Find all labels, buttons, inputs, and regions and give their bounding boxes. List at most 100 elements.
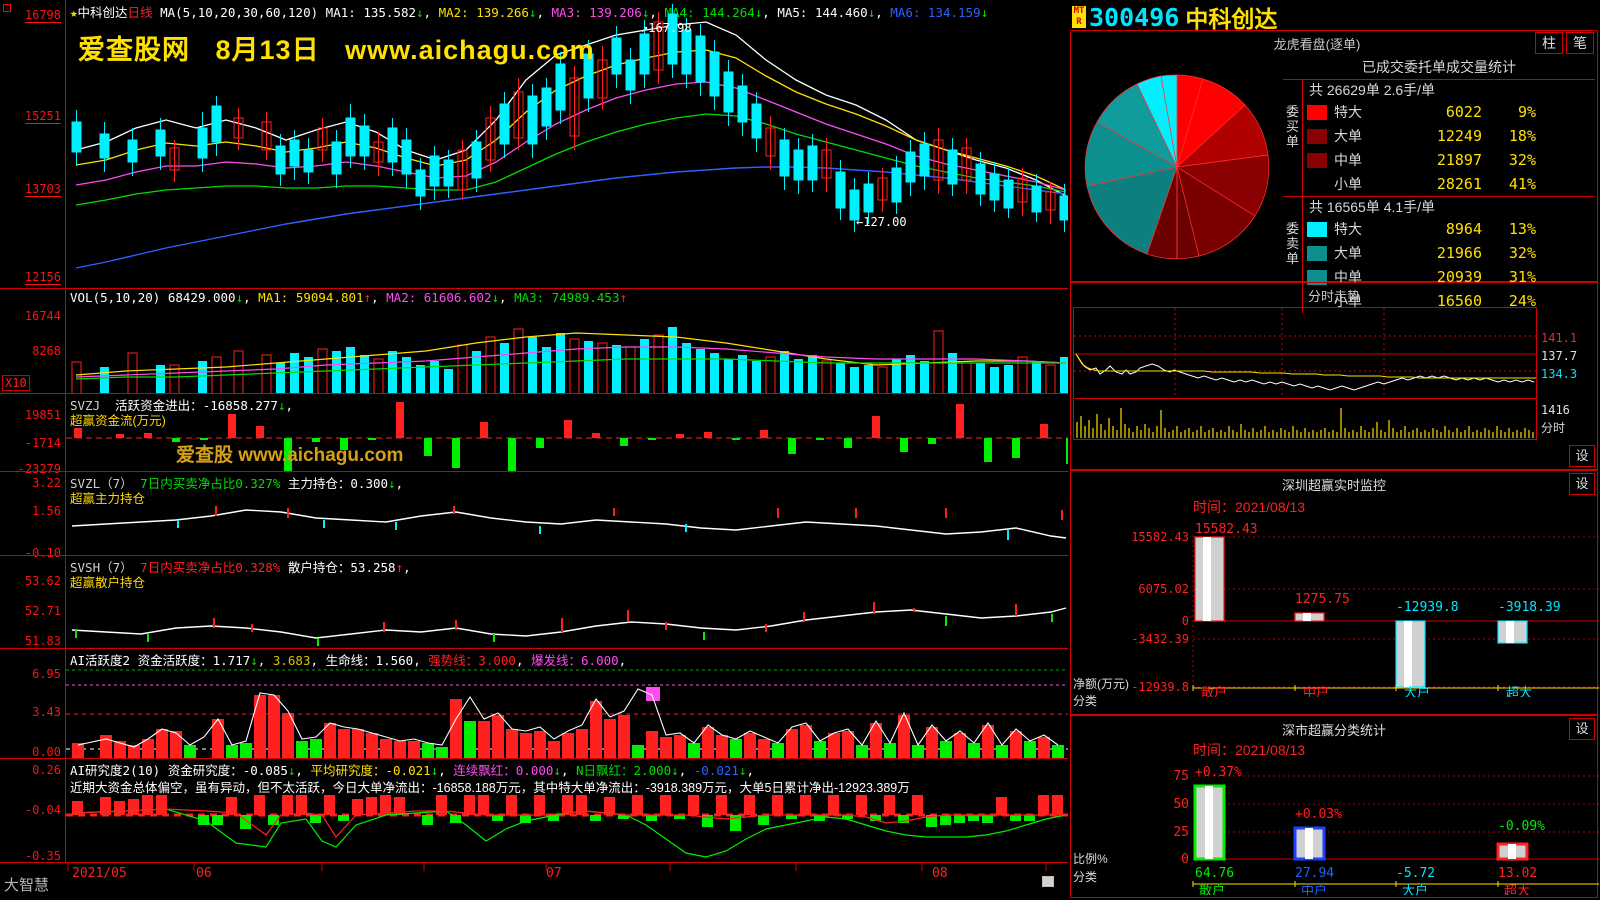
- scale-badge: X10: [2, 375, 30, 391]
- ai-activity-tick: 6.95: [32, 667, 61, 681]
- svzl-tick: 3.22: [32, 476, 61, 490]
- ai-activity-y-axis: 6.95 3.43 0.00: [0, 649, 66, 759]
- row-name: 大单: [1334, 245, 1362, 261]
- svzj-tick: -23279: [17, 462, 61, 476]
- svsh-tick: 52.71: [24, 604, 61, 618]
- svzl-plot[interactable]: [66, 502, 1068, 555]
- svsh-header: SVSH（7） 7日内买卖净占比0.328% 散户持仓：53.258↑,: [70, 560, 411, 575]
- time-axis-label: 2021/05: [72, 866, 127, 881]
- classify-title: 深市超赢分类统计: [1281, 723, 1386, 738]
- row-name: 特大: [1334, 221, 1362, 237]
- legend-swatch: [1307, 152, 1327, 168]
- lhkp-col-button[interactable]: 柱: [1535, 32, 1563, 54]
- ai-activity-plot[interactable]: [66, 667, 1068, 758]
- svzl-header: SVZL（7） 7日内买卖净占比0.327% 主力持仓：0.300↓,: [70, 476, 404, 491]
- monitor-settings-button[interactable]: 设: [1569, 473, 1595, 495]
- lock-icon[interactable]: [1042, 876, 1054, 887]
- row-value: 20939: [1436, 268, 1482, 286]
- status-bar: 大智慧: [0, 874, 1068, 900]
- svzj-plot[interactable]: 爱查股 www.aichagu.com: [66, 394, 1068, 471]
- volume-plot[interactable]: [66, 307, 1068, 393]
- volume-panel[interactable]: 16744 8268 X10 VOL(5,10,20) 68429.000↓, …: [0, 288, 1068, 393]
- legend-swatch: [1307, 221, 1327, 237]
- svg-text:中户: 中户: [1303, 685, 1329, 697]
- ai-research-tick: 0.26: [32, 763, 61, 777]
- app-name: 大智慧: [4, 877, 50, 894]
- table-row: 小单 28261 41%: [1303, 172, 1595, 196]
- classify-settings-button[interactable]: 设: [1569, 718, 1595, 740]
- stock-name: 中科创达: [1185, 6, 1278, 32]
- monitor-title: 深圳超赢实时监控: [1281, 478, 1386, 493]
- ai-activity-panel[interactable]: 6.95 3.43 0.00 AI活跃度2 资金活跃度：1.717↓, 3.68…: [0, 648, 1068, 759]
- svg-text:6075.02: 6075.02: [1138, 582, 1189, 596]
- volume-tick: 16744: [24, 309, 61, 323]
- row-pct: 18%: [1508, 127, 1536, 145]
- table-row: 中单 21897 32%: [1303, 148, 1595, 172]
- sell-total: 共 16565单 4.1手/单: [1309, 199, 1436, 215]
- classify-time-label: 时间：2021/08/13: [1193, 742, 1306, 758]
- svg-text:13.02: 13.02: [1498, 866, 1537, 881]
- ai-research-plot[interactable]: [66, 795, 1068, 862]
- lhkp-tick-button[interactable]: 笔: [1566, 32, 1594, 54]
- cursor-marker-icon: [3, 4, 11, 12]
- time-axis-label: 07: [546, 866, 562, 881]
- row-name: 大单: [1334, 128, 1362, 144]
- mtr-badge: MT R: [1072, 6, 1086, 28]
- svg-text:15582.43: 15582.43: [1131, 530, 1189, 544]
- volume-header: VOL(5,10,20) 68429.000↓, MA1: 59094.801↑…: [70, 290, 628, 305]
- row-name: 中单: [1334, 269, 1362, 285]
- order-pie-chart: [1077, 57, 1277, 282]
- price-tick: 13703: [24, 182, 61, 197]
- table-row: 中单 20939 31%: [1303, 265, 1595, 289]
- svg-text:25: 25: [1173, 825, 1189, 840]
- monitor-ylabel: 净额(万元): [1073, 677, 1129, 691]
- svzl-y-axis: 3.22 1.56 -0.10: [0, 472, 66, 560]
- svg-text:1275.75: 1275.75: [1295, 592, 1350, 607]
- ai-activity-tick: 0.00: [32, 745, 61, 759]
- intraday-settings-button[interactable]: 设: [1569, 445, 1595, 467]
- svsh-subtitle: 超赢散户持仓: [70, 576, 146, 590]
- ai-activity-header: AI活跃度2 资金活跃度：1.717↓, 3.683, 生命线：1.560, 强…: [70, 653, 627, 668]
- intraday-panel[interactable]: 分时走势: [1070, 282, 1598, 470]
- monitor-xlabel: 分类: [1073, 694, 1098, 708]
- buy-total: 共 26629单 2.6手/单: [1309, 82, 1436, 98]
- table-row: 大单 21966 32%: [1303, 241, 1595, 265]
- volume-y-axis: 16744 8268 X10: [0, 289, 66, 393]
- quote-header: MT R 300496 中科创达: [1068, 2, 1600, 32]
- intraday-volume-area[interactable]: [1073, 400, 1537, 440]
- svg-text:-5.72: -5.72: [1396, 866, 1435, 881]
- row-name: 特大: [1334, 104, 1362, 120]
- intraday-tick-high: 141.1: [1541, 331, 1578, 345]
- svzl-tick: 1.56: [32, 504, 61, 518]
- sell-side-label: 委卖单: [1283, 197, 1303, 313]
- table-row: 小单 16560 24%: [1303, 289, 1595, 313]
- classify-bar-chart[interactable]: 75 50 25 0 +0.37% +0.03% -0.09% 64.7: [1071, 760, 1599, 895]
- svsh-tick: 53.62: [24, 574, 61, 588]
- table-row: 大单 12249 18%: [1303, 124, 1595, 148]
- intraday-price-area[interactable]: [1073, 307, 1537, 399]
- svsh-panel[interactable]: 53.62 52.71 51.83 SVSH（7） 7日内买卖净占比0.328%…: [0, 555, 1068, 648]
- time-axis-label: 06: [196, 866, 212, 881]
- classify-panel[interactable]: 深市超赢分类统计 设 时间：2021/08/13 75 50 25 0 +0.3…: [1070, 715, 1599, 898]
- intraday-tick-volume: 1416: [1541, 403, 1570, 417]
- svzj-panel[interactable]: 19851 -1714 -23279 SVZJ 活跃资金进出：-16858.27…: [0, 393, 1068, 476]
- row-name: 小单: [1334, 293, 1362, 309]
- svg-text:↗167.98: ↗167.98: [641, 21, 692, 35]
- svg-text:+0.03%: +0.03%: [1295, 807, 1342, 822]
- row-value: 28261: [1436, 175, 1482, 193]
- svsh-plot[interactable]: [66, 588, 1068, 648]
- price-tick: 12156: [24, 270, 61, 285]
- svzl-panel[interactable]: 3.22 1.56 -0.10 SVZL（7） 7日内买卖净占比0.327% 主…: [0, 471, 1068, 560]
- row-pct: 32%: [1508, 151, 1536, 169]
- row-pct: 32%: [1508, 244, 1536, 262]
- main-price-panel[interactable]: 16798 15251 13703 12156 ★中科创达日线 MA(5,10,…: [0, 0, 1068, 288]
- monitor-bar-chart[interactable]: 15582.43 6075.02 0 -3432.39 -12939.8 155…: [1071, 515, 1599, 697]
- candlestick-plot[interactable]: ↗167.98 ←127.00 爱查股网 8月13日 www.aichagu.c…: [66, 0, 1068, 288]
- row-value: 6022: [1445, 103, 1482, 121]
- monitor-panel[interactable]: 深圳超赢实时监控 设 时间：2021/08/13 15582.43 6075.0…: [1070, 470, 1599, 715]
- price-tick: 16798: [24, 8, 61, 23]
- svg-text:散户: 散户: [1201, 685, 1227, 697]
- svzj-subtitle: 超赢资金流(万元): [70, 414, 166, 428]
- ai-research-panel[interactable]: 0.26 -0.04 -0.35 AI研究度2(10) 资金研究度：-0.085…: [0, 758, 1068, 863]
- svg-text:中户: 中户: [1301, 883, 1327, 895]
